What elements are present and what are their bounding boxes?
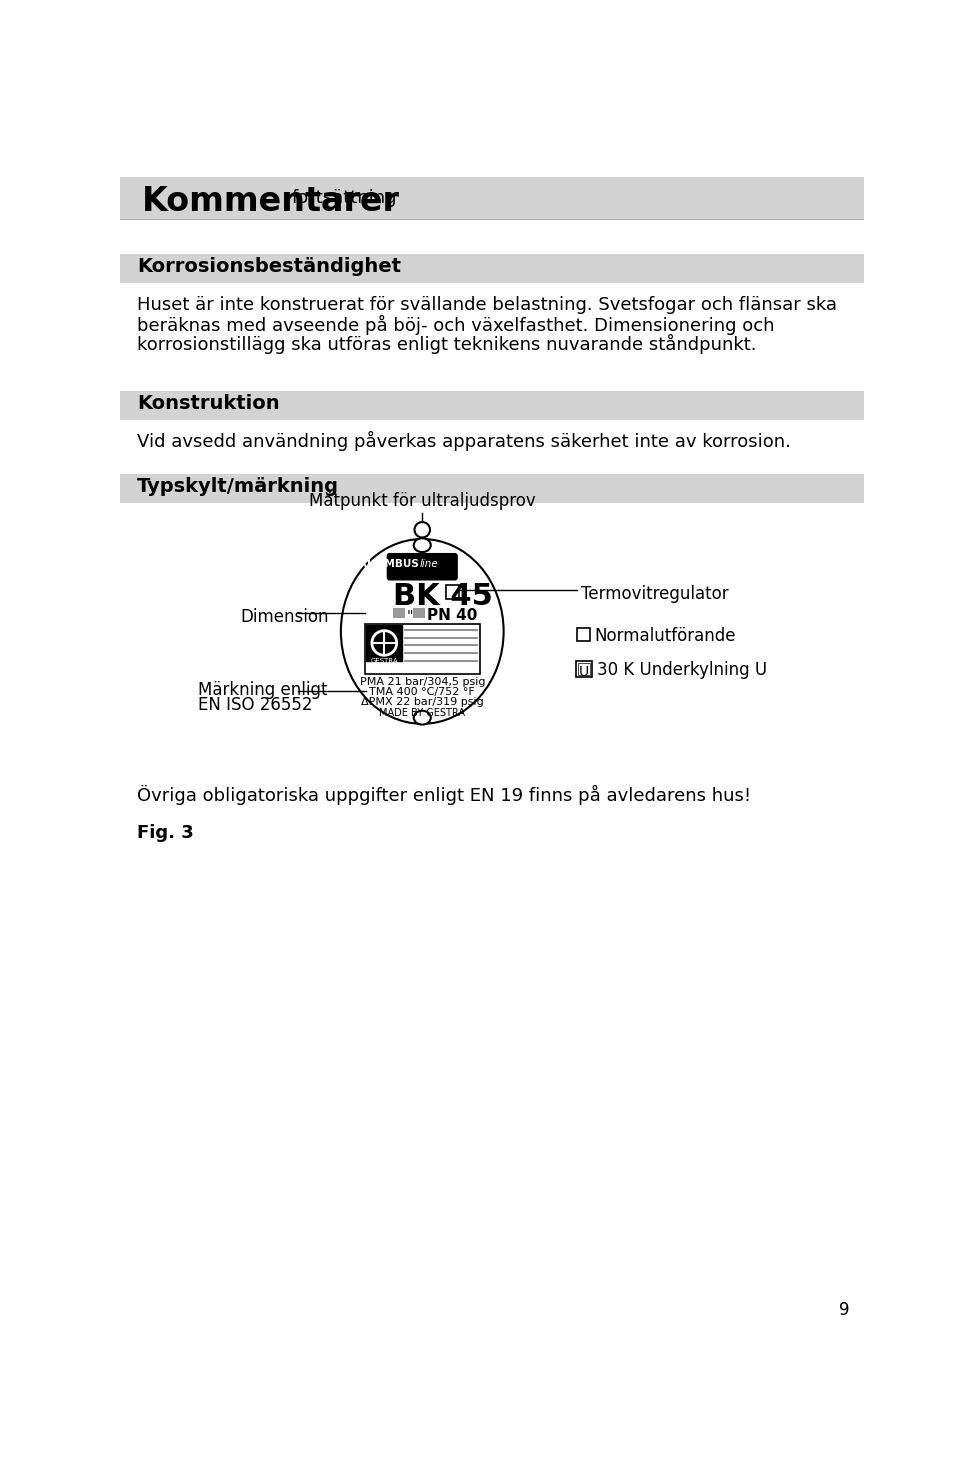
Text: MADE BY GESTRA: MADE BY GESTRA [379,707,466,717]
Text: Fig. 3: Fig. 3 [137,824,194,841]
Text: line: line [420,559,439,570]
Text: Mätpunkt för ultraljudsprov: Mätpunkt för ultraljudsprov [309,492,536,509]
FancyBboxPatch shape [388,554,457,580]
Text: 9: 9 [839,1302,850,1320]
Text: Normalutförande: Normalutförande [594,627,735,645]
Text: PN 40: PN 40 [427,608,477,623]
Text: 30 K Underkylning U: 30 K Underkylning U [597,661,768,679]
Text: TMA 400 °C/752 °F: TMA 400 °C/752 °F [370,686,475,697]
Text: Vid avsedd användning påverkas apparatens säkerhet inte av korrosion.: Vid avsedd användning påverkas apparaten… [137,431,791,452]
Text: U: U [579,664,589,679]
Bar [577,629,589,641]
Bar [578,663,590,676]
Bar [120,177,864,220]
Bar [120,254,864,283]
Text: korrosionstillägg ska utföras enligt teknikens nuvarande ståndpunkt.: korrosionstillägg ska utföras enligt tek… [137,334,756,354]
Text: RHOMBUS: RHOMBUS [359,559,420,570]
Bar [413,608,425,617]
Bar [120,474,864,503]
Text: Märkning enligt: Märkning enligt [198,680,327,698]
Text: PMA 21 bar/304,5 psig: PMA 21 bar/304,5 psig [359,677,485,686]
Ellipse shape [414,539,431,552]
Text: ": " [407,610,413,623]
Text: Typskylt/märkning: Typskylt/märkning [137,477,339,496]
Bar [445,584,460,599]
Bar [365,624,480,673]
Ellipse shape [414,711,431,725]
Text: Korrosionsbeständighet: Korrosionsbeständighet [137,257,401,276]
Text: fortsättning: fortsättning [292,189,397,208]
Text: BK 45: BK 45 [393,582,492,611]
Text: beräknas med avseende på böj- och växelfasthet. Dimensionering och: beräknas med avseende på böj- och växelf… [137,314,775,335]
Text: GESTRA: GESTRA [371,658,398,664]
Text: Övriga obligatoriska uppgifter enligt EN 19 finns på avledarens hus!: Övriga obligatoriska uppgifter enligt EN… [137,785,751,806]
Text: Termovitregulator: Termovitregulator [581,584,729,604]
Text: Dimension: Dimension [240,608,328,626]
Text: Kommentarer: Kommentarer [142,184,399,218]
Bar [367,626,402,661]
Text: ΔPMX 22 bar/319 psig: ΔPMX 22 bar/319 psig [361,697,484,707]
Bar [120,391,864,421]
Text: EN ISO 26552: EN ISO 26552 [198,697,312,714]
Bar [576,661,592,677]
Text: Konstruktion: Konstruktion [137,394,279,413]
Text: Huset är inte konstruerat för svällande belastning. Svetsfogar och flänsar ska: Huset är inte konstruerat för svällande … [137,297,837,314]
Bar [393,608,405,617]
